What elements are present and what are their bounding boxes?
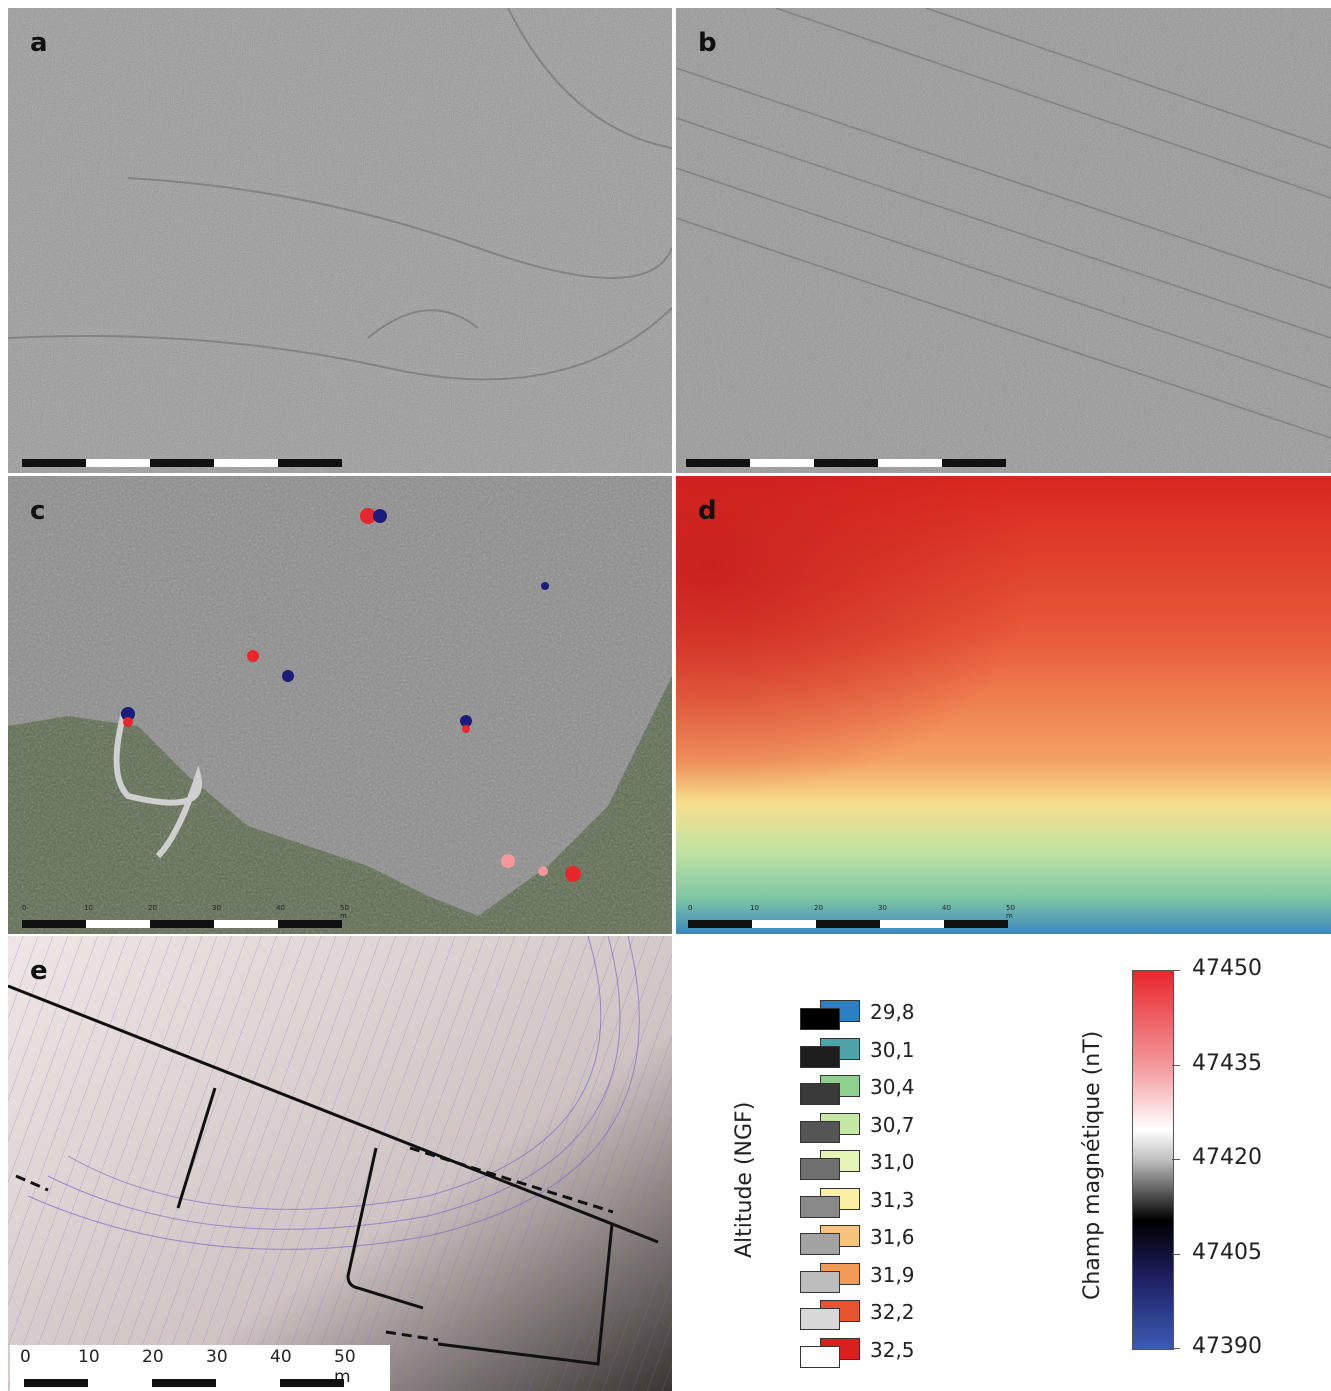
- panel-a-hillshade: a: [8, 8, 672, 473]
- hillshade-b-image: [676, 8, 1331, 473]
- colorbar-tick-label: 47450: [1192, 956, 1262, 981]
- scale-ticks-e: 0 10 20 30 40 50 m: [20, 1347, 356, 1387]
- panel-c-magnetic-map: c 0 10 20 30 40 50 m: [8, 476, 672, 934]
- altitude-gray-swatch: [800, 1158, 840, 1180]
- scale-tick: 40: [270, 1347, 292, 1367]
- altitude-value: 31,0: [870, 1150, 915, 1174]
- altitude-value: 30,4: [870, 1075, 915, 1099]
- scale-tick: 0: [20, 1347, 31, 1367]
- legend-area: Altitude (NGF) 29,8 30,1 30,4 30,7 31,0 31,3 3…: [672, 940, 1331, 1391]
- altitude-gray-swatch: [800, 1120, 840, 1143]
- altitude-gray-swatch: [800, 1308, 840, 1330]
- scale-tick: 50 m: [340, 904, 349, 920]
- scale-tick: 20: [148, 904, 157, 912]
- colorbar-tick: [1172, 1159, 1180, 1160]
- colorbar-tick-label: 47435: [1192, 1050, 1262, 1076]
- scale-box-e: 0 10 20 30 40 50 m: [10, 1345, 390, 1391]
- magnetic-map-image: [8, 476, 672, 934]
- excavation-lines: [8, 984, 659, 1366]
- scale-ticks-c: 0 10 20 30 40 50 m: [22, 904, 352, 920]
- scale-bar-c: [22, 920, 342, 928]
- panel-e-contour-plan: e 0 10 20 30 40 50 m: [8, 936, 672, 1391]
- scale-bar-b: [686, 459, 1006, 467]
- altitude-legend-item: 31,3: [800, 1187, 960, 1218]
- altitude-value: 30,7: [870, 1112, 915, 1137]
- altitude-legend-item: 30,1: [800, 1037, 960, 1068]
- panel-label-c: c: [30, 496, 46, 526]
- scale-bar-a: [22, 459, 342, 467]
- altitude-gray-swatch: [800, 1045, 840, 1068]
- scale-tick: 10: [750, 904, 759, 912]
- altitude-legend-item: 31,6: [800, 1225, 960, 1255]
- altitude-legend-item: 32,5: [800, 1337, 960, 1368]
- scale-tick: 30: [878, 904, 887, 912]
- altitude-legend-item: 29,8: [800, 1000, 960, 1030]
- colorbar-tick: [1172, 1064, 1180, 1066]
- altitude-value: 32,2: [870, 1300, 915, 1324]
- magnetic-legend-title: Champ magnétique (nT): [1080, 1030, 1105, 1300]
- altitude-legend-item: 32,2: [800, 1300, 960, 1330]
- altitude-gray-swatch: [800, 1345, 840, 1368]
- scale-tick: 0: [688, 904, 693, 912]
- altitude-legend-title: Altitude (NGF): [732, 1101, 757, 1258]
- altitude-value: 31,9: [870, 1262, 915, 1287]
- scale-tick: 40: [276, 904, 285, 912]
- colorbar-tick-label: 47420: [1192, 1145, 1262, 1170]
- scale-tick: 0: [22, 904, 27, 912]
- colorbar-tick-label: 47405: [1192, 1239, 1262, 1265]
- altitude-legend-item: 30,4: [800, 1075, 960, 1105]
- panel-label-b: b: [698, 28, 717, 58]
- panel-d-altitude-map: d 0 10 20 30 40 50 m: [676, 476, 1331, 934]
- altitude-gray-swatch: [800, 1008, 840, 1030]
- contour-plan-image: [8, 936, 672, 1391]
- panel-b-hillshade: b: [676, 8, 1331, 473]
- panel-label-a: a: [30, 28, 48, 58]
- scale-bar-d: [688, 920, 1008, 928]
- altitude-legend-item: 31,0: [800, 1150, 960, 1180]
- altitude-legend-item: 31,9: [800, 1262, 960, 1293]
- scale-tick: 10: [84, 904, 93, 912]
- scale-tick: 20: [142, 1347, 164, 1367]
- altitude-legend-item: 30,7: [800, 1112, 960, 1143]
- altitude-value: 31,3: [870, 1187, 915, 1212]
- colorbar-tick: [1172, 1348, 1180, 1349]
- scale-tick: 20: [814, 904, 823, 912]
- panel-label-d: d: [698, 496, 717, 526]
- colorbar-tick: [1172, 970, 1180, 971]
- altitude-value: 32,5: [870, 1337, 915, 1362]
- scale-bar-e: [24, 1379, 344, 1387]
- magnetic-anomalies: [121, 508, 581, 882]
- colorbar-tick: [1172, 1253, 1180, 1255]
- colorbar-tick-label: 47390: [1192, 1334, 1262, 1359]
- altitude-value: 31,6: [870, 1225, 915, 1249]
- altitude-gray-swatch: [800, 1270, 840, 1293]
- panel-label-e: e: [30, 956, 48, 986]
- magnetic-colorbar: [1132, 970, 1174, 1350]
- scale-tick: 30: [206, 1347, 228, 1367]
- altitude-value: 30,1: [870, 1037, 915, 1062]
- hillshade-a-image: [8, 8, 672, 473]
- scale-ticks-d: 0 10 20 30 40 50 m: [688, 904, 1018, 920]
- scale-tick: 40: [942, 904, 951, 912]
- altitude-value: 29,8: [870, 1000, 915, 1024]
- scale-tick: 10: [78, 1347, 100, 1367]
- scale-tick: 30: [212, 904, 221, 912]
- scale-tick: 50 m: [1006, 904, 1015, 920]
- altitude-gray-swatch: [800, 1083, 840, 1105]
- altitude-map-image: [676, 476, 1331, 934]
- altitude-gray-swatch: [800, 1233, 840, 1255]
- altitude-gray-swatch: [800, 1195, 840, 1218]
